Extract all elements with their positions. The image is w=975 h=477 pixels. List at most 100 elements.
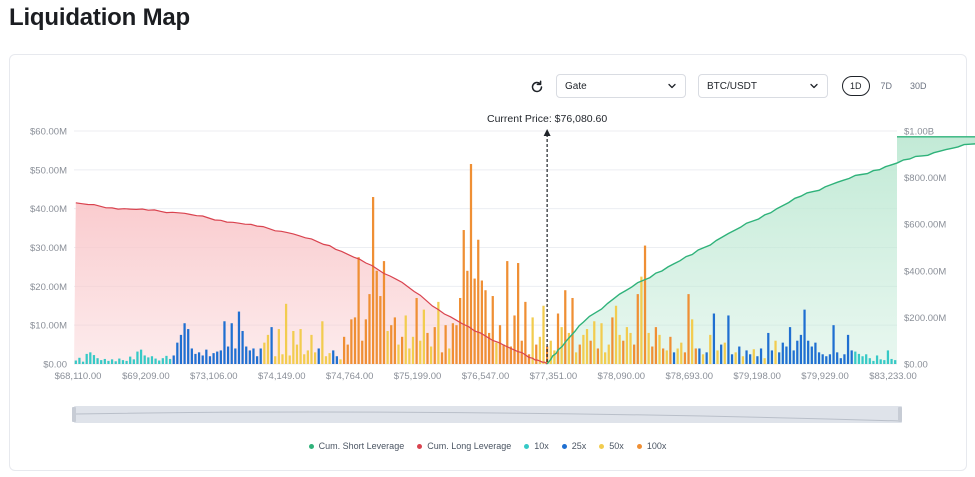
x-tick-label: $78,693.00 <box>665 371 713 382</box>
bar-50x <box>553 350 556 364</box>
bar-50x <box>585 329 589 364</box>
bar-50x <box>339 359 342 364</box>
bar-10x <box>165 355 168 364</box>
bar-10x <box>857 353 861 364</box>
bar-50x <box>274 356 277 364</box>
bar-25x <box>803 309 806 364</box>
legend-label: 10x <box>534 441 549 451</box>
x-tick-label: $68,110.00 <box>55 371 102 382</box>
tab-1d[interactable]: 1D <box>842 76 870 96</box>
bar-25x <box>843 354 846 364</box>
legend-dot-25x <box>561 443 567 449</box>
bar-100x <box>491 296 494 364</box>
exchange-select[interactable]: Gate <box>556 74 686 98</box>
time-range-tabs: 1D 7D 30D <box>842 76 938 96</box>
bar-50x <box>593 321 596 364</box>
bar-10x <box>872 360 875 364</box>
bar-50x <box>281 354 284 364</box>
legend-cum-short[interactable]: Cum. Short Leverage <box>308 441 405 451</box>
bar-100x <box>535 344 538 364</box>
bar-100x <box>589 340 592 364</box>
bar-100x <box>400 336 404 364</box>
bar-25x <box>698 348 701 364</box>
legend-label: 50x <box>609 441 624 451</box>
bar-100x <box>415 297 418 364</box>
legend-100x[interactable]: 100x <box>636 441 666 451</box>
bar-25x <box>799 334 803 365</box>
bar-100x <box>517 263 520 364</box>
bar-50x <box>531 317 534 364</box>
bar-100x <box>440 352 444 364</box>
bar-100x <box>524 301 527 364</box>
liquidation-bars <box>74 164 897 365</box>
cum-long-area <box>74 202 548 364</box>
bar-50x <box>263 342 266 364</box>
bar-25x <box>317 348 320 364</box>
legend-cum-long[interactable]: Cum. Long Leverage <box>417 441 511 451</box>
pair-select[interactable]: BTC/USDT <box>698 74 828 98</box>
cumulative-lines <box>75 136 975 365</box>
bar-50x <box>723 342 726 364</box>
bar-50x <box>618 334 621 365</box>
bar-10x <box>74 360 77 364</box>
x-tick-label: $73,106.00 <box>190 371 238 382</box>
bar-25x <box>807 340 810 364</box>
legend-label: Cum. Long Leverage <box>427 441 512 451</box>
bar-25x <box>241 330 244 364</box>
x-tick-label: $74,764.00 <box>326 371 374 382</box>
cum-short-area <box>547 136 975 364</box>
bar-50x <box>495 342 498 364</box>
bar-25x <box>179 334 183 365</box>
bar-10x <box>150 356 154 364</box>
bar-10x <box>107 360 110 364</box>
chart-legend: Cum. Short Leverage Cum. Long Leverage 1… <box>0 441 975 451</box>
bar-100x <box>687 294 690 364</box>
current-price-label: Current Price: $76,080.60 <box>487 113 607 125</box>
bar-25x <box>216 351 219 364</box>
bar-10x <box>78 357 81 364</box>
bar-25x <box>234 348 237 364</box>
bar-50x <box>604 352 607 364</box>
bar-50x <box>422 309 425 364</box>
bar-50x <box>386 330 389 364</box>
bar-25x <box>230 323 233 364</box>
bar-25x <box>759 348 763 364</box>
bar-25x <box>197 352 201 364</box>
bar-50x <box>419 340 422 364</box>
legend-50x[interactable]: 50x <box>599 441 624 451</box>
bar-25x <box>248 350 251 364</box>
bar-100x <box>527 354 531 364</box>
bar-100x <box>643 245 647 364</box>
tab-30d[interactable]: 30D <box>910 81 927 91</box>
bar-25x <box>770 350 774 364</box>
bar-50x <box>538 336 542 364</box>
refresh-button[interactable] <box>528 78 546 96</box>
chevron-down-icon <box>810 83 818 89</box>
bar-25x <box>201 355 204 364</box>
bar-25x <box>720 344 723 364</box>
legend-10x[interactable]: 10x <box>524 441 549 451</box>
bar-25x <box>226 346 230 364</box>
y-right-tick-label: $0.00 <box>904 360 928 371</box>
bar-100x <box>382 261 386 364</box>
bar-25x <box>846 334 850 365</box>
y-left-tick-label: $20.00M <box>30 282 67 293</box>
bar-10x <box>114 361 117 364</box>
bar-100x <box>480 280 483 364</box>
bar-50x <box>437 301 440 364</box>
legend-25x[interactable]: 25x <box>561 441 586 451</box>
tab-7d[interactable]: 7D <box>880 81 893 91</box>
bar-50x <box>640 276 643 365</box>
bar-10x <box>147 357 150 364</box>
bar-50x <box>716 350 719 364</box>
bar-100x <box>368 294 371 364</box>
x-tick-label: $77,351.00 <box>530 371 578 382</box>
range-slider[interactable] <box>72 406 902 423</box>
bar-100x <box>694 348 697 364</box>
legend-dot-100x <box>636 443 642 449</box>
bar-100x <box>683 352 687 364</box>
bar-25x <box>270 327 273 364</box>
y-right-tick-label: $800.00M <box>904 173 946 184</box>
bar-50x <box>310 334 313 365</box>
legend-label: Cum. Short Leverage <box>318 441 405 451</box>
